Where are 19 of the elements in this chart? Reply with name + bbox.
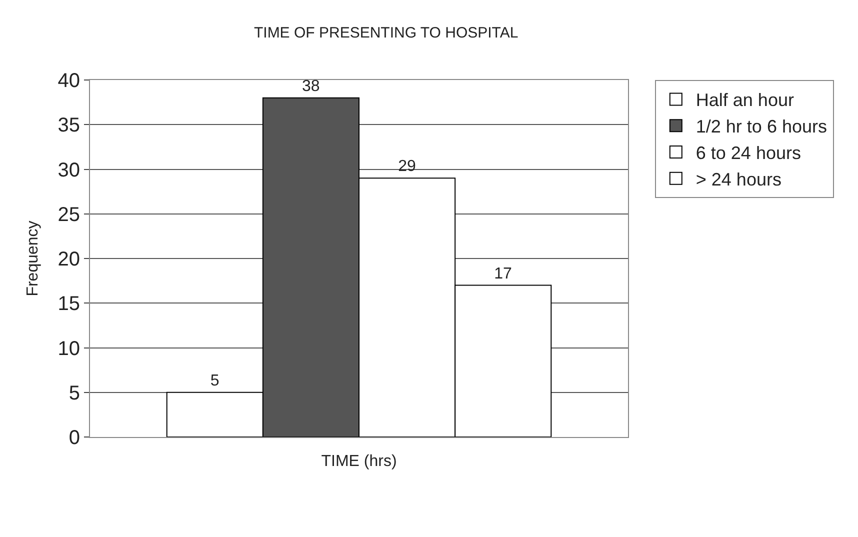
legend-label: Half an hour (696, 90, 794, 110)
legend-label: 6 to 24 hours (696, 143, 801, 164)
data-label: 17 (494, 265, 512, 282)
legend-label: 1/2 hr to 6 hours (696, 116, 827, 137)
y-tick-label: 15 (58, 293, 80, 316)
y-tick-label: 40 (58, 70, 80, 92)
y-tick-label: 25 (58, 204, 80, 226)
y-tick-label: 30 (58, 159, 80, 182)
chart-title: TIME OF PRESENTING TO HOSPITAL (254, 24, 518, 42)
y-tick-label: 10 (58, 338, 80, 360)
y-tick-label: 5 (68, 382, 80, 404)
y-tick-label: 20 (58, 248, 80, 270)
y-axis-title: Frequency (24, 220, 42, 296)
x-axis-title: TIME (hrs) (321, 453, 397, 470)
y-tick-label: 0 (68, 427, 80, 449)
data-label: 38 (302, 78, 320, 95)
data-label: 5 (210, 372, 220, 390)
y-tick-label: 35 (58, 114, 80, 137)
legend-label: > 24 hours (696, 169, 782, 190)
